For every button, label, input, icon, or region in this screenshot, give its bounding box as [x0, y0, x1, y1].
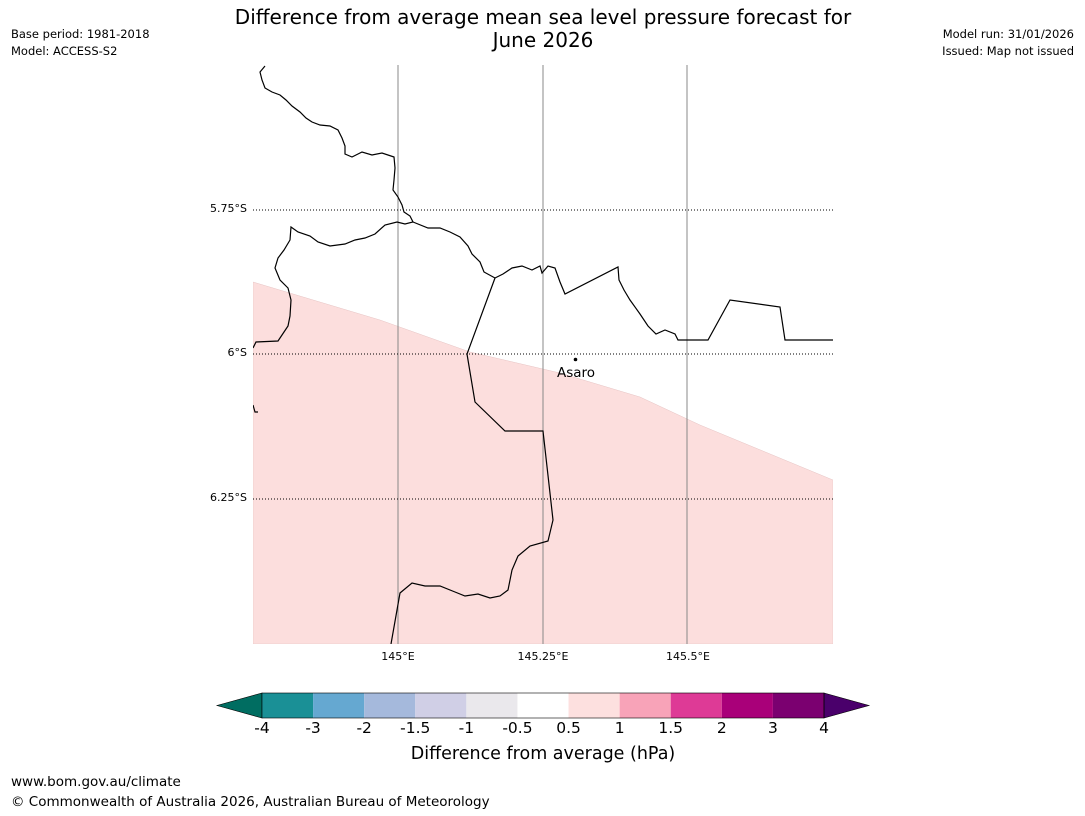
colorbar-under-arrow	[215, 692, 263, 719]
colorbar-tick-label: 1	[614, 719, 625, 737]
colorbar-segment	[670, 693, 722, 718]
colorbar-tick-label: -3	[305, 719, 321, 737]
lon-label-145.25E: 145.25°E	[517, 650, 569, 663]
boundary-west-fragment	[253, 404, 258, 413]
colorbar-segment	[313, 693, 365, 718]
colorbar-frame	[261, 692, 825, 719]
meta-left: Base period: 1981-2018 Model: ACCESS-S2	[11, 26, 150, 60]
colorbar-tick-label: 3	[767, 719, 778, 737]
map-title-line2: June 2026	[492, 28, 594, 52]
footer-url: www.bom.gov.au/climate	[11, 774, 181, 790]
lon-label-145E: 145°E	[381, 650, 415, 663]
colorbar-tick-label: 0.5	[556, 719, 581, 737]
colorbar-over-arrow	[823, 692, 871, 719]
colorbar-tick-label: 2	[716, 719, 727, 737]
colorbar-segment	[466, 693, 518, 718]
colorbar-tick-label: -2	[356, 719, 372, 737]
colorbar-segment	[262, 693, 314, 718]
colorbar-segment	[619, 693, 671, 718]
colorbar-tick-label: -0.5	[502, 719, 533, 737]
colorbar-segment	[364, 693, 416, 718]
model-run-text: Model run: 31/01/2026	[942, 27, 1074, 41]
lat-label-5.75S: 5.75°S	[210, 202, 247, 215]
place-label-asaro: Asaro	[556, 365, 596, 381]
lat-label-6S: 6°S	[227, 346, 247, 359]
boundary-central	[412, 221, 833, 341]
colorbar-tick-label: -1	[458, 719, 475, 737]
colorbar-tick-label: -4	[254, 719, 270, 737]
footer-copyright: © Commonwealth of Australia 2026, Austra…	[11, 794, 490, 810]
colorbar-tick-label: 1.5	[658, 719, 684, 737]
colorbar-segment	[517, 693, 569, 718]
base-period-text: Base period: 1981-2018	[11, 27, 150, 41]
colorbar-segment	[772, 693, 824, 718]
colorbar-segments	[215, 692, 871, 719]
lat-label-6.25S: 6.25°S	[210, 491, 247, 504]
map-title: Difference from average mean sea level p…	[200, 6, 886, 52]
colorbar-title: Difference from average (hPa)	[410, 744, 676, 764]
boundary-divide	[390, 277, 554, 644]
lon-label-145.5E: 145.5°E	[666, 650, 710, 663]
asaro-marker	[573, 357, 578, 362]
issued-text: Issued: Map not issued	[942, 44, 1074, 58]
colorbar-segment	[568, 693, 620, 718]
colorbar-segment	[415, 693, 467, 718]
meta-right: Model run: 31/01/2026 Issued: Map not is…	[942, 26, 1074, 60]
boundary-north	[253, 65, 414, 349]
model-text: Model: ACCESS-S2	[11, 44, 118, 58]
colorbar-tick-label: 4	[819, 719, 829, 737]
map-title-line1: Difference from average mean sea level p…	[234, 5, 852, 29]
colorbar-segment	[721, 693, 773, 718]
colorbar-tick-label: -1.5	[400, 719, 431, 737]
